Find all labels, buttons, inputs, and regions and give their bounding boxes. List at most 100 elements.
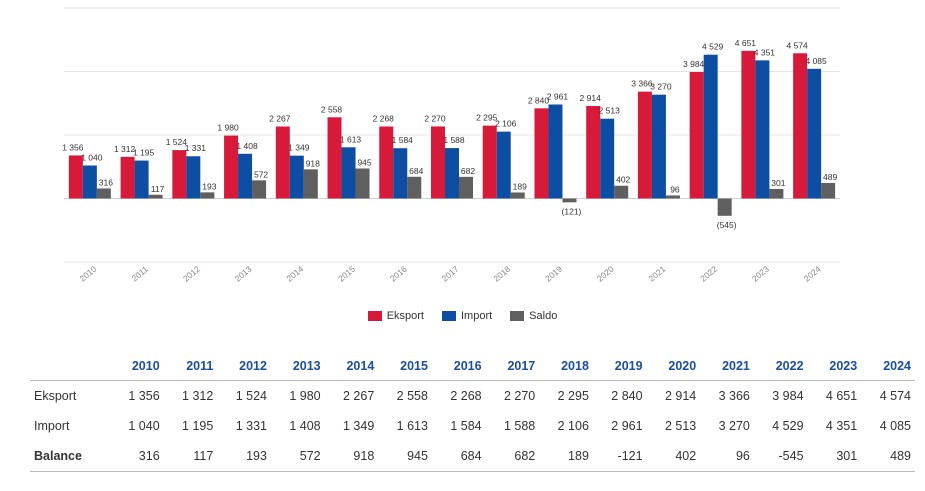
x-tick-label-2013: 2013 <box>233 264 254 284</box>
legend-item-eksport[interactable]: Eksport <box>367 310 424 322</box>
legend-label-import: Import <box>460 310 493 322</box>
data-label-eksport-2020: 2 914 <box>580 93 602 103</box>
data-label-saldo-2015: 945 <box>357 157 371 167</box>
bar-eksport-2013 <box>224 135 239 199</box>
legend-label-eksport: Eksport <box>386 310 424 322</box>
bar-eksport-2022 <box>689 72 704 199</box>
table-cell: 682 <box>485 441 540 472</box>
data-label-eksport-2011: 1 312 <box>114 144 136 154</box>
table-cell: 4 574 <box>861 380 915 411</box>
table-cell: 1 588 <box>503 419 536 433</box>
table-cell: 1 356 <box>110 380 164 411</box>
table-header-year: 2016 <box>453 359 482 373</box>
bar-saldo-2017 <box>459 176 473 199</box>
data-label-saldo-2019: (121) <box>562 206 582 216</box>
table-header-year: 2019 <box>614 359 643 373</box>
table-header-year: 2020 <box>668 359 697 373</box>
bar-eksport-2014 <box>275 126 290 199</box>
data-label-saldo-2024: 489 <box>823 172 837 182</box>
bar-import-2020 <box>600 118 615 199</box>
table-header-row: 2010 2011 2012 2013 2014 2015 2016 2017 … <box>30 352 915 381</box>
table-cell: 684 <box>431 441 486 472</box>
table-cell: 2 270 <box>485 380 540 411</box>
table-cell: 2 961 <box>611 419 643 433</box>
x-tick-label-2016: 2016 <box>388 264 409 284</box>
table-cell: 189 <box>539 441 593 472</box>
table-cell: 1 331 <box>235 419 267 433</box>
table-cell: 1 613 <box>396 419 428 433</box>
legend-swatch-import <box>441 311 456 321</box>
table-cell: 1 040 <box>128 419 160 433</box>
legend-item-saldo[interactable]: Saldo <box>510 310 557 322</box>
table-cell: 1 349 <box>343 419 375 433</box>
bar-import-2016 <box>393 148 408 199</box>
table-cell: 3 366 <box>700 380 754 411</box>
x-tick-label-2014: 2014 <box>284 264 305 284</box>
data-label-import-2018: 2 106 <box>495 119 517 129</box>
row-label-import: Import <box>34 419 70 433</box>
data-label-import-2024: 4 085 <box>805 56 827 66</box>
data-label-eksport-2016: 2 268 <box>373 113 395 123</box>
table-cell: 1 584 <box>450 419 482 433</box>
x-tick-label-2019: 2019 <box>543 264 564 284</box>
data-label-eksport-2021: 3 366 <box>631 79 653 89</box>
table-cell: -545 <box>753 441 808 472</box>
data-label-eksport-2014: 2 267 <box>269 114 291 124</box>
table-row-import: Import 1 040 1 195 1 331 1 408 1 349 1 6… <box>30 411 915 441</box>
bar-saldo-2023 <box>769 188 784 199</box>
bar-import-2023 <box>755 60 770 199</box>
table-cell: 96 <box>700 441 754 472</box>
bar-import-2017 <box>445 148 459 199</box>
table-cell: 2 268 <box>431 380 486 411</box>
legend-label-saldo: Saldo <box>529 310 558 322</box>
x-tick-label-2024: 2024 <box>802 264 823 284</box>
table-cell: 1 312 <box>163 380 218 411</box>
bar-eksport-2018 <box>482 125 497 199</box>
table-cell: 918 <box>324 441 379 472</box>
x-tick-label-2021: 2021 <box>647 264 668 284</box>
table-cell: 4 529 <box>772 419 804 433</box>
table-cell: 4 085 <box>879 419 911 433</box>
data-label-eksport-2017: 2 270 <box>424 113 446 123</box>
table-header-year: 2010 <box>131 359 160 373</box>
table-row-balance: Balance 316 117 193 572 918 945 684 682 … <box>30 441 915 472</box>
data-label-eksport-2022: 3 984 <box>683 59 705 69</box>
bar-import-2010 <box>82 165 97 199</box>
table-cell: 2 558 <box>378 380 432 411</box>
data-label-eksport-2015: 2 558 <box>321 104 343 114</box>
data-label-eksport-2024: 4 574 <box>786 40 808 50</box>
data-label-import-2022: 4 529 <box>702 42 724 52</box>
bar-import-2022 <box>703 54 718 199</box>
bar-import-2013 <box>238 153 253 199</box>
bar-import-2015 <box>341 147 356 199</box>
table-cell: 1 524 <box>217 380 271 411</box>
data-label-import-2023: 4 351 <box>754 47 776 57</box>
x-tick-label-2015: 2015 <box>336 264 357 284</box>
legend-swatch-saldo <box>510 311 525 321</box>
bar-eksport-2012 <box>172 150 187 199</box>
table-cell: 3 270 <box>718 419 750 433</box>
data-label-saldo-2021: 96 <box>670 184 680 194</box>
bar-saldo-2018 <box>510 192 525 199</box>
legend-item-import[interactable]: Import <box>441 310 493 322</box>
data-label-eksport-2018: 2 295 <box>476 113 498 123</box>
table-header-year: 2013 <box>292 359 321 373</box>
bar-eksport-2023 <box>741 50 756 199</box>
x-tick-label-2018: 2018 <box>491 264 512 284</box>
table-cell: 2 914 <box>646 380 701 411</box>
bar-import-2024 <box>807 68 822 199</box>
data-label-import-2010: 1 040 <box>81 152 103 162</box>
data-label-import-2013: 1 408 <box>236 141 258 151</box>
x-tick-label-2017: 2017 <box>440 264 461 284</box>
bar-saldo-2012 <box>200 192 215 199</box>
data-label-eksport-2010: 1 356 <box>62 142 84 152</box>
data-label-saldo-2012: 193 <box>202 181 216 191</box>
table-header-year: 2018 <box>561 359 589 373</box>
table-cell: 3 984 <box>753 380 808 411</box>
table-cell: -121 <box>592 441 647 472</box>
bar-saldo-2013 <box>252 180 267 199</box>
data-label-saldo-2020: 402 <box>616 175 630 185</box>
table-cell: 193 <box>217 441 271 472</box>
table-cell: 316 <box>110 441 164 472</box>
table-header-year: 2012 <box>239 359 267 373</box>
